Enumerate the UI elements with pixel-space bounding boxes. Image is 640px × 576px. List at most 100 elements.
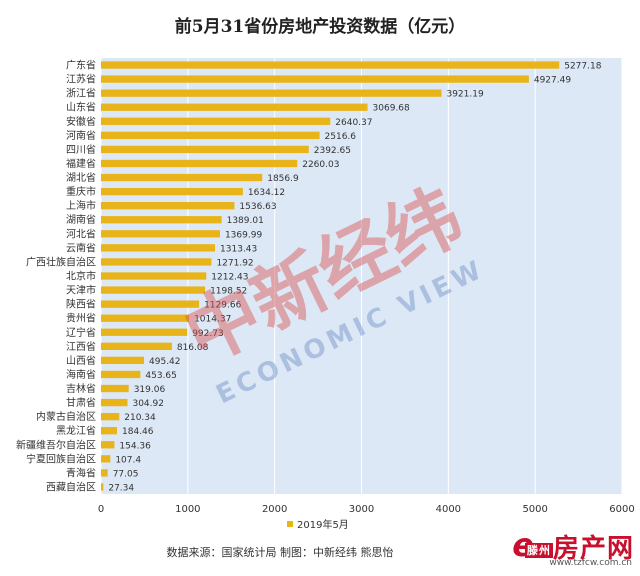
legend-label: 2019年5月: [297, 518, 349, 531]
category-label: 陕西省: [66, 298, 96, 311]
value-label: 107.4: [115, 455, 141, 465]
category-label: 广西壮族自治区: [26, 255, 96, 268]
category-label: 山东省: [66, 101, 96, 114]
legend-swatch: [287, 521, 293, 527]
bar: [101, 384, 129, 393]
legend: 2019年5月: [287, 518, 349, 531]
value-label: 1856.9: [267, 174, 299, 184]
bar: [101, 103, 368, 111]
category-label: 江苏省: [66, 73, 96, 86]
bar: [101, 244, 216, 252]
bar: [101, 159, 298, 168]
category-label: 湖北省: [66, 171, 96, 184]
x-axis-ticks: 0 1000 2000 3000 4000 5000 6000: [98, 504, 635, 515]
value-label: 1634.12: [248, 188, 285, 198]
value-label: 2516.6: [325, 132, 357, 142]
chart-title: 前5月31省份房地产投资数据（亿元）: [174, 17, 466, 37]
bar: [101, 483, 104, 491]
value-label: 3921.19: [446, 90, 483, 100]
bar: [101, 398, 128, 407]
bar: [101, 300, 200, 308]
bar: [101, 286, 206, 294]
value-label: 1198.52: [210, 287, 247, 297]
category-label: 浙江省: [66, 87, 96, 100]
category-label: 北京市: [66, 270, 96, 283]
logo-badge: 滕州: [524, 542, 553, 558]
value-label: 1014.37: [194, 315, 231, 325]
bar: [101, 89, 442, 97]
bar: [101, 342, 172, 350]
bar: [101, 202, 235, 210]
value-label: 2260.03: [302, 160, 339, 170]
value-label: 304.92: [132, 399, 164, 409]
category-label: 河南省: [66, 129, 96, 142]
value-label: 1313.43: [220, 244, 257, 254]
category-label: 河北省: [66, 227, 96, 240]
value-label: 184.46: [122, 427, 154, 437]
category-label: 贵州省: [66, 312, 96, 325]
bar: [101, 216, 222, 224]
bar: [101, 131, 320, 140]
value-label: 2392.65: [314, 146, 351, 156]
x-tick-label: 5000: [522, 504, 547, 515]
value-label: 1271.92: [216, 258, 253, 268]
category-label: 新疆维吾尔自治区: [16, 438, 96, 451]
value-label: 816.08: [177, 343, 209, 353]
x-tick-label: 2000: [262, 504, 287, 515]
category-label: 山西省: [66, 354, 96, 367]
value-label: 1212.43: [211, 273, 248, 283]
logo-title: 房产网: [552, 534, 634, 564]
logo-name: 滕州房产网: [524, 528, 634, 565]
bar: [101, 187, 243, 196]
value-label: 1389.01: [227, 216, 264, 226]
bar: [101, 117, 331, 125]
value-label: 495.42: [149, 357, 181, 367]
x-tick-label: 4000: [436, 504, 461, 515]
x-tick-label: 1000: [175, 504, 200, 515]
bar: [101, 173, 263, 182]
category-label: 天津市: [66, 284, 96, 297]
bar: [101, 145, 309, 154]
category-label: 甘肃省: [66, 396, 96, 409]
value-label: 1369.99: [225, 230, 262, 240]
value-label: 27.34: [108, 483, 134, 493]
bar: [101, 314, 190, 322]
x-tick-label: 0: [98, 504, 104, 515]
bar: [101, 230, 220, 238]
bar: [101, 75, 529, 83]
category-label: 吉林省: [66, 382, 96, 395]
bar: [101, 61, 560, 69]
logo-url: www.tzfcw.com.cn: [549, 558, 632, 568]
bar: [101, 469, 108, 477]
value-label: 1129.66: [204, 301, 241, 311]
value-label: 319.06: [134, 385, 166, 395]
bar: [101, 412, 120, 421]
value-label: 992.73: [192, 329, 224, 339]
category-label: 四川省: [66, 143, 96, 156]
category-label: 湖南省: [66, 213, 96, 226]
category-label: 黑龙江省: [56, 424, 96, 437]
category-label: 云南省: [66, 241, 96, 254]
bar: [101, 258, 212, 266]
bar: [101, 356, 145, 365]
category-label: 重庆市: [66, 185, 96, 198]
category-label: 安徽省: [66, 115, 96, 128]
bar: [101, 328, 188, 336]
value-label: 5277.18: [564, 62, 601, 72]
category-label: 广东省: [66, 59, 96, 72]
category-label: 辽宁省: [66, 326, 96, 339]
value-label: 3069.68: [373, 104, 410, 114]
category-label: 江西省: [66, 340, 96, 353]
source-note: 数据来源：国家统计局 制图：中新经纬 熊思怡: [166, 546, 394, 559]
bar: [101, 272, 207, 280]
category-label: 内蒙古自治区: [36, 410, 96, 423]
category-label: 宁夏回族自治区: [26, 452, 96, 465]
category-labels: 广东省江苏省浙江省山东省安徽省河南省四川省福建省湖北省重庆市上海市湖南省河北省云…: [16, 59, 96, 494]
bar: [101, 455, 111, 463]
x-tick-label: 3000: [349, 504, 374, 515]
value-label: 4927.49: [534, 76, 571, 86]
category-label: 海南省: [66, 368, 96, 381]
category-label: 福建省: [66, 157, 96, 170]
